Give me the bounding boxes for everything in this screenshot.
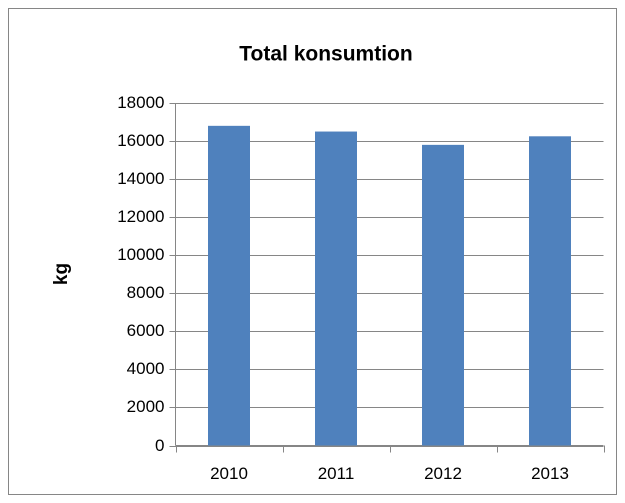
x-tick-label: 2013 xyxy=(531,464,569,483)
y-tick-label: 6000 xyxy=(127,321,165,340)
bar xyxy=(529,136,571,446)
bar xyxy=(422,144,464,446)
y-tick-label: 8000 xyxy=(127,283,165,302)
chart-border xyxy=(8,8,617,495)
chart-title: Total konsumtion xyxy=(239,43,412,66)
y-tick-label: 16000 xyxy=(117,131,164,150)
y-tick-label: 10000 xyxy=(117,245,164,264)
x-tick-label: 2011 xyxy=(318,464,355,483)
y-tick-label: 4000 xyxy=(127,359,165,378)
x-tick-label: 2010 xyxy=(210,464,248,483)
y-tick-label: 14000 xyxy=(117,169,164,188)
bar xyxy=(208,125,250,446)
y-tick-label: 0 xyxy=(155,436,164,455)
y-tick-label: 2000 xyxy=(127,397,165,416)
y-axis-label: kg xyxy=(51,263,72,285)
x-tick-label: 2012 xyxy=(424,464,462,483)
y-tick-label: 18000 xyxy=(117,93,164,112)
bar xyxy=(315,131,357,446)
y-tick-label: 12000 xyxy=(117,207,164,226)
